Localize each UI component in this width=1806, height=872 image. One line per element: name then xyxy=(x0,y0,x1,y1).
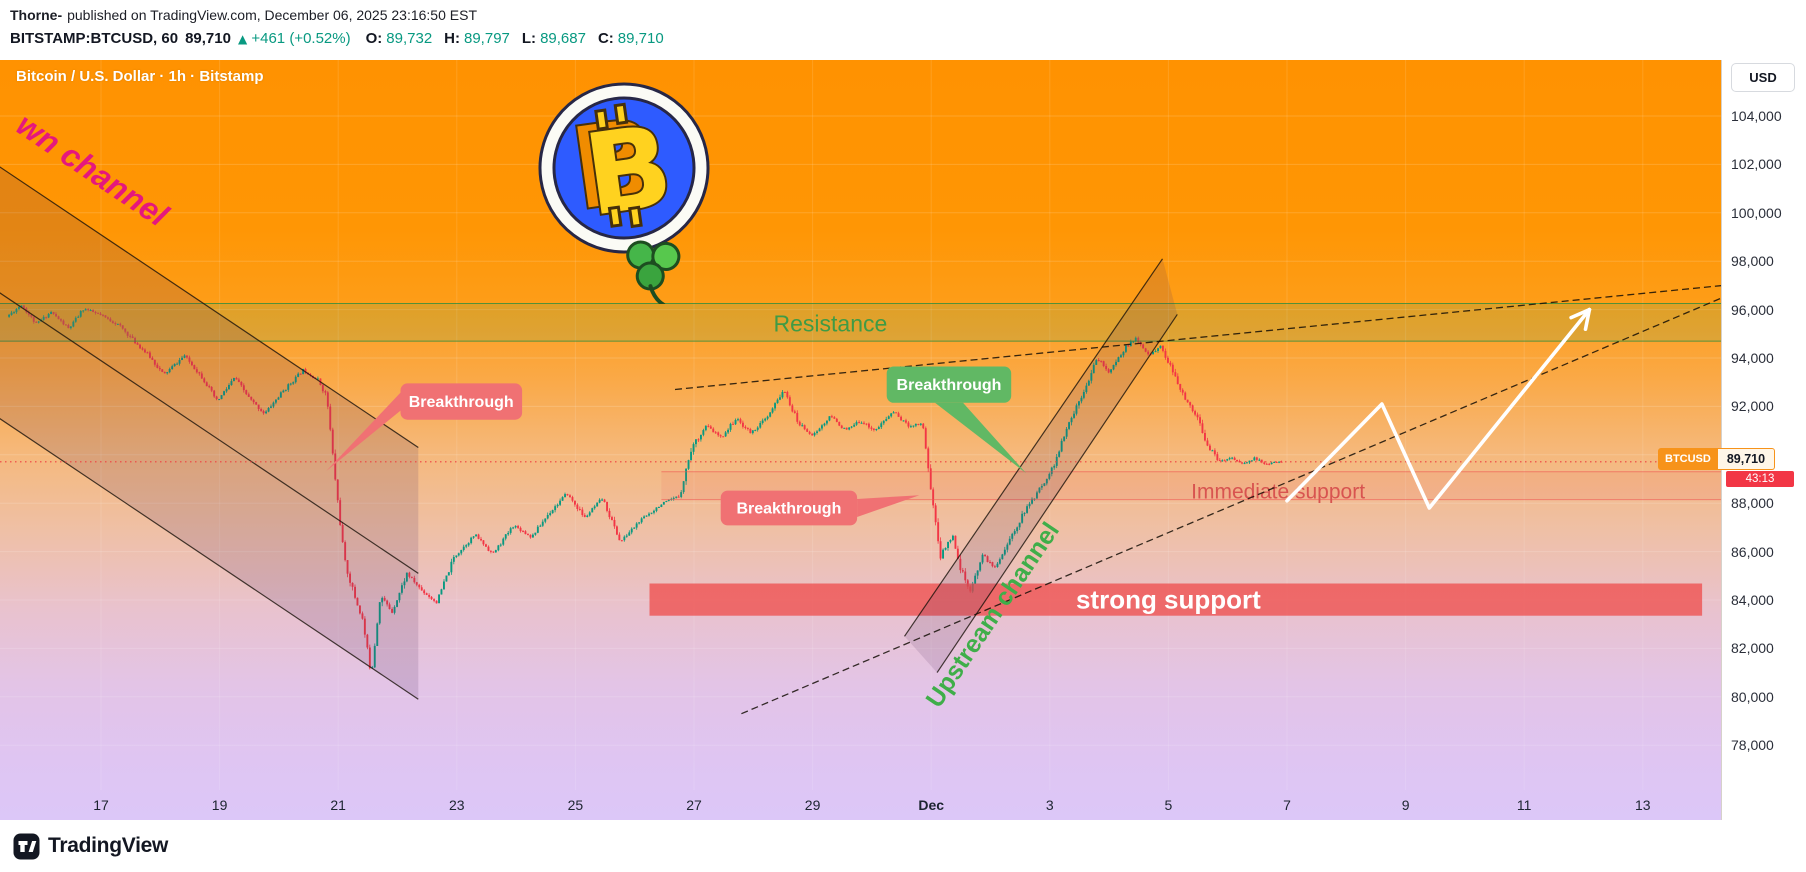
time-tick: 21 xyxy=(330,797,346,813)
projection-arrow xyxy=(1285,307,1592,510)
ohlc-values: O: 89,732 H: 89,797 L: 89,687 C: 89,710 xyxy=(358,30,664,47)
candlestick-chart[interactable]: Resistance Immediate support strong suppor… xyxy=(0,60,1722,790)
callout-breakthrough-3[interactable]: Breakthrough xyxy=(720,490,920,526)
time-tick: 7 xyxy=(1283,797,1291,813)
bitcoin-logo: B B xyxy=(536,64,716,307)
price-tick: 92,000 xyxy=(1731,398,1774,415)
price-tick: 104,000 xyxy=(1731,108,1782,124)
ohlc-label: C: xyxy=(597,30,614,47)
price-tick: 94,000 xyxy=(1731,350,1774,366)
publish-line: Thorne-published on TradingView.com, Dec… xyxy=(10,7,477,23)
time-tick: 11 xyxy=(1516,797,1532,813)
time-tick: 29 xyxy=(804,797,821,813)
price-tick: 88,000 xyxy=(1731,495,1774,512)
price-tick: 86,000 xyxy=(1731,543,1774,560)
price-tick: 80,000 xyxy=(1731,688,1774,705)
chart-area: Resistance Immediate support strong suppor… xyxy=(0,60,1806,820)
ohlc-label: O: xyxy=(365,30,383,47)
currency-button[interactable]: USD xyxy=(1731,63,1795,92)
time-tick: 19 xyxy=(211,797,228,813)
clover-icon xyxy=(626,240,681,307)
strong-support-zone: strong support xyxy=(649,583,1703,616)
time-tick: 5 xyxy=(1164,797,1173,813)
price-tick: 100,000 xyxy=(1731,204,1782,221)
trend-dashed-lines xyxy=(674,284,1722,715)
tradingview-wordmark[interactable]: TradingView xyxy=(48,834,169,857)
grid xyxy=(0,60,1722,790)
svg-text:Immediate support: Immediate support xyxy=(1191,480,1365,503)
svg-text:Resistance: Resistance xyxy=(774,311,888,337)
time-tick: 9 xyxy=(1401,797,1410,813)
price-tag-value: 89,710 xyxy=(1717,448,1776,470)
candles xyxy=(8,305,1283,670)
time-tick: 17 xyxy=(93,797,109,813)
up-arrow-icon: ▲ xyxy=(237,32,248,46)
time-tick: 27 xyxy=(686,797,702,813)
callout-breakthrough-2[interactable]: Breakthrough xyxy=(886,366,1027,474)
up-channel xyxy=(904,258,1178,673)
price-change: ▲ +461 (+0.52%) xyxy=(238,30,351,47)
publish-info: published on TradingView.com, December 0… xyxy=(67,7,477,23)
ohlc-label: H: xyxy=(444,30,460,47)
svg-text:Breakthrough: Breakthrough xyxy=(897,377,1002,394)
time-axis[interactable]: 17 19 21 23 25 27 29 Dec 3 5 7 9 11 13 xyxy=(0,790,1722,820)
publisher-name: Thorne- xyxy=(10,7,63,23)
footer: TradingView xyxy=(0,820,1806,872)
time-tick: 23 xyxy=(449,797,465,813)
ohlc-value: 89,687 xyxy=(540,30,586,47)
tradingview-logo-icon[interactable] xyxy=(13,833,40,860)
down-channel xyxy=(0,166,419,700)
publish-header: Thorne-published on TradingView.com, Dec… xyxy=(0,0,1806,61)
time-tick: 13 xyxy=(1635,797,1651,813)
price-tick: 82,000 xyxy=(1731,640,1774,657)
ohlc-value: 89,710 xyxy=(617,30,664,47)
time-tick: Dec xyxy=(918,797,945,813)
svg-text:strong support: strong support xyxy=(1076,584,1261,614)
chart-title: Bitcoin / U.S. Dollar · 1h · Bitstamp xyxy=(16,68,264,85)
price-tick: 96,000 xyxy=(1731,301,1774,318)
svg-text:Breakthrough: Breakthrough xyxy=(736,501,841,518)
price-tag-symbol: BTCUSD xyxy=(1658,448,1718,470)
price-tick: 98,000 xyxy=(1731,253,1774,270)
symbol-title[interactable]: BITSTAMP:BTCUSD, 60 xyxy=(10,30,179,47)
price-tick: 78,000 xyxy=(1731,737,1774,754)
callout-breakthrough-1[interactable]: Breakthrough xyxy=(326,383,523,471)
header-last-price: 89,710 xyxy=(185,30,231,47)
svg-text:B: B xyxy=(577,101,680,242)
resistance-zone: Resistance xyxy=(0,303,1722,342)
symbol-info-line: BITSTAMP:BTCUSD, 60 89,710 ▲ +461 (+0.52… xyxy=(10,30,664,47)
time-tick: 25 xyxy=(567,797,584,813)
ohlc-value: 89,732 xyxy=(386,30,433,47)
ohlc-label: L: xyxy=(521,30,537,47)
price-tag: BTCUSD 89,710 xyxy=(1658,448,1776,470)
candle-countdown: 43:13 xyxy=(1726,471,1794,487)
ohlc-value: 89,797 xyxy=(464,30,510,47)
time-tick: 3 xyxy=(1045,797,1054,813)
price-axis[interactable]: 104,000 102,000 100,000 98,000 96,000 94,000 9… xyxy=(1721,60,1806,820)
change-text: +461 (+0.52%) xyxy=(251,30,351,47)
price-tick: 84,000 xyxy=(1731,592,1774,608)
price-tick: 102,000 xyxy=(1731,156,1782,173)
svg-text:Breakthrough: Breakthrough xyxy=(409,394,514,411)
